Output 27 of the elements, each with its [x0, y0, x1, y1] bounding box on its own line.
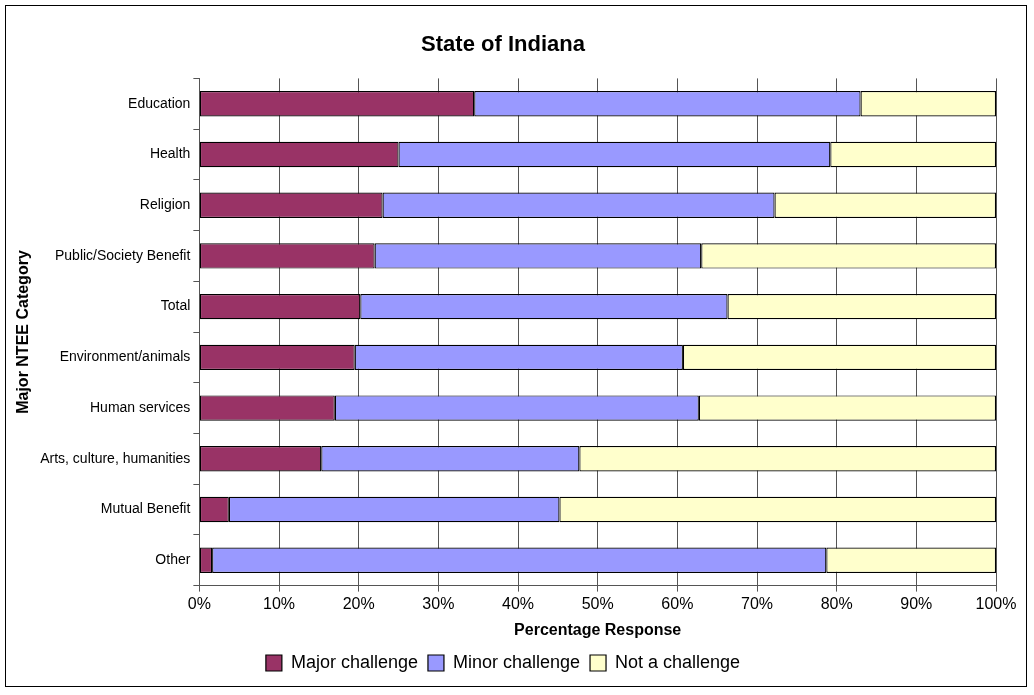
y-tick-label: Health: [149, 145, 191, 162]
y-tick-label: Public/Society Benefit: [54, 246, 191, 263]
legend-label: Major challenge: [290, 651, 418, 672]
legend-label: Not a challenge: [615, 651, 741, 672]
x-tick-label: 90%: [900, 594, 933, 612]
y-tick-label: Arts, culture, humanities: [40, 449, 191, 466]
x-tick-label: 50%: [581, 594, 614, 612]
y-tick-label: Religion: [139, 196, 191, 213]
y-tick-label: Education: [128, 94, 191, 111]
y-tick-label: Human services: [90, 398, 191, 415]
x-axis-title: Percentage Response: [514, 620, 682, 638]
x-tick-label: 60%: [661, 594, 694, 612]
x-tick-label: 100%: [975, 594, 1017, 612]
x-tick-label: 20%: [342, 594, 375, 612]
y-tick-label: Mutual Benefit: [100, 500, 191, 517]
legend-label: Minor challenge: [452, 651, 581, 672]
x-tick-label: 30%: [422, 594, 455, 612]
x-tick-label: 40%: [502, 594, 535, 612]
chart-title: State of Indiana: [421, 31, 586, 57]
y-tick-label: Environment/animals: [59, 348, 191, 365]
x-tick-label: 0%: [187, 594, 211, 612]
x-tick-label: 80%: [820, 594, 853, 612]
x-tick-label: 10%: [263, 594, 296, 612]
y-tick-label: Other: [155, 551, 191, 568]
y-axis-title: Major NTEE Category: [14, 250, 32, 414]
x-tick-label: 70%: [741, 594, 774, 612]
y-tick-label: Total: [160, 297, 191, 314]
